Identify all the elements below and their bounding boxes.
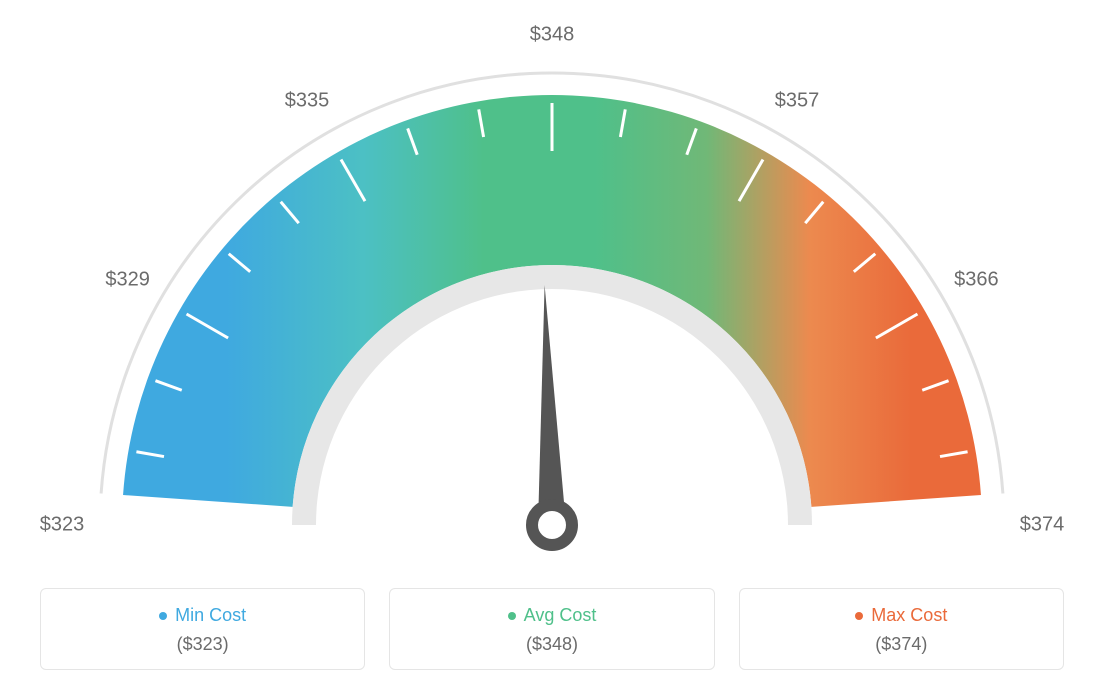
- legend-text: Max Cost: [871, 605, 947, 625]
- legend-value-avg: ($348): [400, 634, 703, 655]
- chart-container: $323 $329 $335 $348 $357 $366 $374 Min Cost ($…: [0, 0, 1104, 690]
- legend-card-avg: Avg Cost ($348): [389, 588, 714, 670]
- legend-label-avg: Avg Cost: [400, 605, 703, 626]
- gauge: $323 $329 $335 $348 $357 $366 $374: [0, 0, 1104, 560]
- legend-label-max: Max Cost: [750, 605, 1053, 626]
- gauge-tick-label: $323: [40, 514, 85, 537]
- gauge-tick-label: $348: [530, 24, 575, 47]
- gauge-needle: [532, 285, 572, 545]
- legend-text: Min Cost: [175, 605, 246, 625]
- gauge-tick-label: $335: [285, 89, 330, 112]
- dot-icon: [855, 612, 863, 620]
- gauge-tick-label: $374: [1020, 514, 1065, 537]
- legend-text: Avg Cost: [524, 605, 597, 625]
- legend-card-min: Min Cost ($323): [40, 588, 365, 670]
- dot-icon: [159, 612, 167, 620]
- legend-row: Min Cost ($323) Avg Cost ($348) Max Cost…: [40, 588, 1064, 670]
- gauge-tick-label: $357: [775, 89, 820, 112]
- gauge-svg: [0, 0, 1104, 560]
- gauge-tick-label: $329: [105, 269, 150, 292]
- legend-value-max: ($374): [750, 634, 1053, 655]
- gauge-tick-label: $366: [954, 269, 999, 292]
- legend-value-min: ($323): [51, 634, 354, 655]
- legend-label-min: Min Cost: [51, 605, 354, 626]
- dot-icon: [508, 612, 516, 620]
- legend-card-max: Max Cost ($374): [739, 588, 1064, 670]
